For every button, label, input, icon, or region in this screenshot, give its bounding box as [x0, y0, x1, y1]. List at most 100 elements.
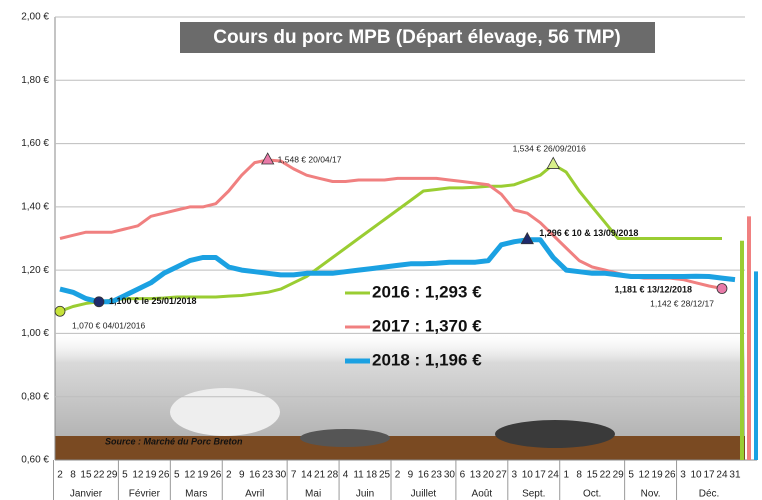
x-tick-label: 5 [174, 470, 180, 481]
x-tick-label: 14 [301, 470, 313, 481]
x-tick-label: 7 [291, 470, 297, 481]
x-tick-label: 19 [197, 470, 209, 481]
month-label: Sept. [522, 489, 545, 500]
x-tick-label: 10 [690, 470, 702, 481]
month-label: Juillet [411, 489, 437, 500]
x-tick-label: 27 [496, 470, 508, 481]
x-tick-label: 22 [93, 470, 105, 481]
average-bar [747, 216, 751, 460]
x-tick-label: 23 [431, 470, 443, 481]
y-tick-label: 1,40 € [21, 201, 49, 212]
x-tick-label: 26 [158, 470, 170, 481]
month-label: Avril [245, 489, 264, 500]
x-tick-label: 2 [226, 470, 232, 481]
month-label: Déc. [699, 489, 720, 500]
y-tick-label: 1,80 € [21, 75, 49, 86]
month-label: Mars [185, 489, 207, 500]
table-strip [55, 436, 745, 460]
x-tick-label: 5 [122, 470, 128, 481]
month-label: Août [472, 489, 493, 500]
x-tick-label: 19 [145, 470, 157, 481]
x-tick-label: 8 [576, 470, 582, 481]
title-box [180, 22, 655, 53]
x-tick-label: 2 [57, 470, 63, 481]
chart-title: Cours du porc MPB (Départ élevage, 56 TM… [213, 27, 621, 48]
annotation-marker [261, 152, 275, 165]
x-tick-label: 16 [249, 470, 261, 481]
month-label: Oct. [583, 489, 601, 500]
annotation-marker [546, 156, 560, 169]
plot: 2016 : 1,293 € 2017 : 1,370 € 2018 : 1,196… [54, 144, 758, 460]
x-tick-label: 9 [408, 470, 414, 481]
annotation-label: 1,296 € 10 & 13/09/2018 [539, 228, 638, 238]
annotation-marker [716, 283, 728, 294]
x-tick-label: 25 [379, 470, 391, 481]
x-tick-label: 15 [587, 470, 599, 481]
x-tick-label: 13 [470, 470, 482, 481]
annotation-label: 1,534 € 26/09/2016 [513, 144, 587, 154]
month-label: Janvier [70, 489, 103, 500]
x-tick-label: 9 [239, 470, 245, 481]
y-tick-label: 1,20 € [21, 265, 49, 276]
annotation-label: 1,181 € 13/12/2018 [614, 285, 692, 295]
x-tick-label: 30 [275, 470, 287, 481]
x-tick-label: 19 [652, 470, 664, 481]
x-tick-label: 30 [444, 470, 456, 481]
x-tick-label: 31 [729, 470, 741, 481]
legend-label: 2018 : 1,196 € [372, 350, 482, 369]
x-tick-label: 24 [716, 470, 728, 481]
legend-label: 2017 : 1,370 € [372, 316, 482, 335]
series-line [59, 163, 722, 313]
x-tick-label: 24 [548, 470, 560, 481]
source: Source : Marché du Porc Breton [105, 436, 243, 446]
y-tick-label: 1,00 € [21, 328, 49, 339]
annotation-marker [54, 305, 66, 317]
x-tick-label: 1 [563, 470, 569, 481]
x-tick-label: 12 [132, 470, 144, 481]
x-tick-label: 17 [535, 470, 547, 481]
x-tick-label: 4 [343, 470, 349, 481]
average-bar [754, 271, 758, 460]
x-tick-label: 29 [613, 470, 625, 481]
month-label: Février [129, 489, 161, 500]
annotation-label: 1,100 € le 25/01/2018 [109, 296, 197, 306]
month-label: Nov. [641, 489, 661, 500]
legend-label: 2016 : 1,293 € [372, 282, 482, 301]
series-line [59, 158, 723, 290]
y-tick-label: 0,80 € [21, 391, 49, 402]
x-tick-label: 18 [366, 470, 378, 481]
x-tick-label: 16 [418, 470, 430, 481]
month-label: Mai [305, 489, 321, 500]
annotation-marker [93, 296, 105, 308]
x-tick-label: 17 [703, 470, 715, 481]
x-tick-label: 20 [483, 470, 495, 481]
y-tick-label: 2,00 € [21, 12, 49, 23]
x-tick-label: 21 [314, 470, 326, 481]
x-tick-label: 5 [628, 470, 634, 481]
annotation-label: 1,548 € 20/04/17 [278, 154, 342, 164]
x-tick-label: 28 [327, 470, 339, 481]
x-tick-label: 6 [460, 470, 466, 481]
x-tick-label: 11 [353, 470, 364, 481]
x-tick-label: 29 [106, 470, 118, 481]
series-line [59, 237, 736, 305]
x-tick-label: 12 [184, 470, 196, 481]
x-tick-label: 3 [512, 470, 518, 481]
y-tick-label: 1,60 € [21, 138, 49, 149]
x-tick-label: 8 [70, 470, 76, 481]
x-tick-label: 22 [600, 470, 612, 481]
annotation-label: 1,142 € 28/12/17 [650, 299, 714, 309]
photo-mouse [300, 429, 390, 447]
month-label: Juin [356, 489, 374, 500]
x-tick-label: 15 [80, 470, 92, 481]
x-tick-label: 23 [262, 470, 274, 481]
average-bar [740, 240, 744, 460]
photo-mouse [495, 420, 615, 448]
x-tick-label: 26 [210, 470, 222, 481]
annotation-marker [520, 231, 534, 245]
x-tick-label: 10 [522, 470, 534, 481]
photo-cat [170, 388, 280, 436]
x-tick-label: 3 [680, 470, 686, 481]
x-tick-label: 26 [664, 470, 676, 481]
